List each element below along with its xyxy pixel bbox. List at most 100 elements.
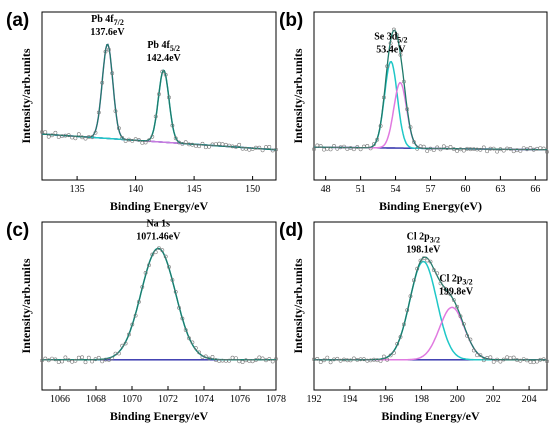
data-point [260, 148, 265, 153]
data-point [237, 359, 242, 364]
data-point [528, 360, 533, 364]
peak-name-label: Pb 4f5/2 [147, 40, 180, 53]
data-point [163, 72, 168, 77]
data-point [451, 298, 456, 302]
data-point [113, 109, 118, 114]
panel-letter: (b) [279, 10, 303, 31]
y-axis-label: Intensity/arb.units [291, 258, 305, 353]
data-point [388, 41, 393, 46]
data-point [90, 359, 95, 364]
data-point [525, 147, 529, 152]
data-point [96, 110, 101, 115]
data-point [73, 136, 78, 141]
data-point [46, 134, 51, 139]
peak-value-label: 53.4eV [376, 45, 406, 56]
data-point [53, 357, 58, 362]
data-point [150, 134, 155, 139]
data-point [361, 357, 366, 362]
y-axis-label: Intensity/arb.units [291, 48, 305, 143]
data-point [371, 142, 376, 147]
x-tick-label: 51 [356, 184, 366, 195]
data-point [378, 124, 383, 128]
x-axis-label: Binding Energy/eV [110, 199, 209, 213]
data-point [521, 357, 526, 362]
data-point [197, 350, 202, 355]
data-point [233, 145, 238, 149]
data-point [177, 140, 182, 145]
data-point [318, 144, 323, 148]
x-axis-label: Binding Energy/eV [110, 409, 209, 423]
data-point [250, 147, 255, 151]
data-point [501, 357, 506, 362]
data-point [147, 263, 151, 268]
data-point [521, 146, 526, 151]
x-tick-label: 1066 [50, 394, 70, 405]
envelope-fit [42, 247, 276, 361]
data-point [438, 281, 443, 286]
panel-d: (d) 192 194 196 198 200 202 204 Binding Energy/e… [279, 220, 549, 423]
data-point [257, 355, 262, 360]
data-point [545, 359, 549, 364]
data-point [395, 341, 400, 346]
data-point [435, 271, 440, 276]
data-point [515, 148, 519, 153]
data-point [180, 141, 185, 146]
panel-letter: (a) [6, 10, 29, 31]
data-point [328, 147, 333, 152]
data-point [381, 95, 386, 100]
data-point [348, 146, 353, 150]
data-point [405, 107, 410, 112]
x-axis-label: Binding Energy(eV) [379, 199, 482, 213]
data-point [160, 69, 165, 74]
data-point [515, 358, 519, 362]
data-point [471, 348, 476, 353]
component-peak-2 [314, 306, 547, 361]
plot-frame [41, 11, 277, 181]
data-point [315, 356, 320, 361]
data-point [100, 80, 105, 85]
data-point [73, 358, 78, 363]
data-point [401, 79, 406, 84]
data-point [355, 145, 360, 149]
data-point [475, 353, 480, 358]
data-point [431, 268, 436, 272]
component-peak-1 [42, 247, 276, 361]
x-tick-label: 198 [414, 394, 429, 405]
data-point [100, 359, 105, 364]
data-point [498, 359, 503, 364]
data-point [243, 358, 248, 363]
data-point [358, 147, 363, 152]
data-point [408, 294, 413, 299]
data-point [438, 147, 443, 152]
x-tick-label: 1074 [194, 394, 214, 405]
data-point [274, 147, 278, 152]
data-point [243, 146, 248, 151]
x-axis-label: Binding Energy/eV [381, 409, 480, 423]
data-point [90, 135, 95, 140]
data-point [130, 322, 135, 327]
x-tick-label: 1072 [158, 394, 178, 405]
data-point [335, 356, 340, 361]
data-point [177, 305, 182, 310]
data-point [375, 137, 380, 142]
data-point [60, 359, 65, 364]
data-point [441, 286, 446, 290]
data-point [133, 313, 138, 318]
data-point [83, 136, 88, 141]
data-point [203, 145, 208, 150]
data-point [93, 130, 98, 135]
data-point [398, 53, 403, 57]
data-point [210, 354, 215, 359]
data-point [461, 148, 466, 153]
data-point [76, 355, 81, 360]
data-point [267, 144, 272, 149]
data-point [230, 355, 235, 360]
data-point [274, 357, 278, 361]
data-point [136, 299, 141, 304]
data-point [53, 130, 58, 135]
data-point [411, 278, 416, 283]
data-point [96, 355, 101, 360]
data-point [200, 141, 205, 146]
data-point [220, 142, 225, 147]
data-point [253, 358, 258, 362]
